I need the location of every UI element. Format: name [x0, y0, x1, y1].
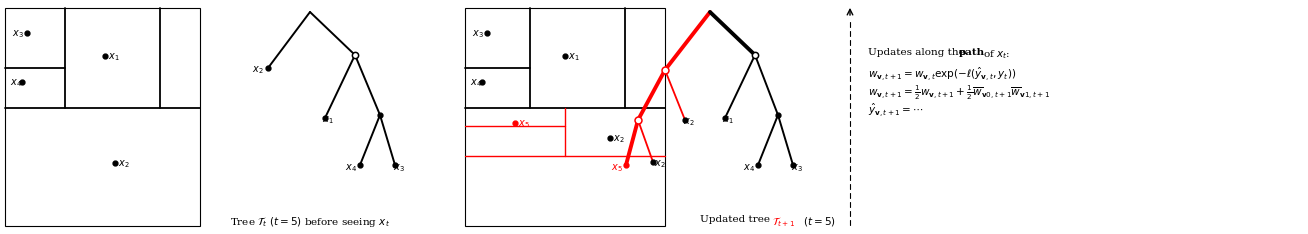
Text: $x_4$: $x_4$ — [470, 77, 481, 89]
Text: path: path — [959, 48, 985, 57]
Text: $x_1$: $x_1$ — [568, 51, 579, 63]
Bar — [5, 8, 200, 226]
Text: $x_3$: $x_3$ — [12, 28, 24, 40]
Text: $\hat{y}_{\mathbf{v},t+1} = \cdots$: $\hat{y}_{\mathbf{v},t+1} = \cdots$ — [869, 102, 923, 119]
Text: $x_2$: $x_2$ — [118, 158, 129, 170]
Text: $w_{\mathbf{v},t+1} = \frac{1}{2}w_{\mathbf{v},t+1} + \frac{1}{2}\overline{w}_{\: $w_{\mathbf{v},t+1} = \frac{1}{2}w_{\mat… — [869, 84, 1050, 102]
Text: $(t=5)$: $(t=5)$ — [800, 215, 836, 228]
Text: $x_2$: $x_2$ — [252, 64, 264, 76]
Text: $x_3$: $x_3$ — [791, 162, 803, 174]
Text: $w_{\mathbf{v},t+1} = w_{\mathbf{v},t}\exp(-\ell(\hat{y}_{\mathbf{v},t}, y_t))$: $w_{\mathbf{v},t+1} = w_{\mathbf{v},t}\e… — [869, 66, 1016, 83]
Text: $x_3$: $x_3$ — [472, 28, 484, 40]
Text: $x_4$: $x_4$ — [10, 77, 22, 89]
Text: Updated tree: Updated tree — [700, 215, 773, 224]
Text: $x_2$: $x_2$ — [654, 158, 666, 170]
Text: Tree $\mathcal{T}_t$ $(t=5)$ before seeing $x_t$: Tree $\mathcal{T}_t$ $(t=5)$ before seei… — [230, 215, 390, 229]
Text: of $x_t$:: of $x_t$: — [980, 48, 1010, 61]
Text: $x_1$: $x_1$ — [109, 51, 119, 63]
Text: $\mathcal{T}_{t+1}$: $\mathcal{T}_{t+1}$ — [772, 215, 795, 229]
Text: $x_1$: $x_1$ — [722, 114, 734, 126]
Text: $x_3$: $x_3$ — [392, 162, 404, 174]
Text: $x_1$: $x_1$ — [322, 114, 334, 126]
Text: $x_2$: $x_2$ — [683, 116, 695, 128]
Text: $x_4$: $x_4$ — [743, 162, 755, 174]
Text: $x_5$: $x_5$ — [518, 118, 530, 130]
Bar — [466, 8, 664, 226]
Text: $x_2$: $x_2$ — [613, 133, 624, 145]
Text: $x_4$: $x_4$ — [345, 162, 357, 174]
Text: $x_5$: $x_5$ — [611, 162, 623, 174]
Text: Updates along the: Updates along the — [869, 48, 968, 57]
